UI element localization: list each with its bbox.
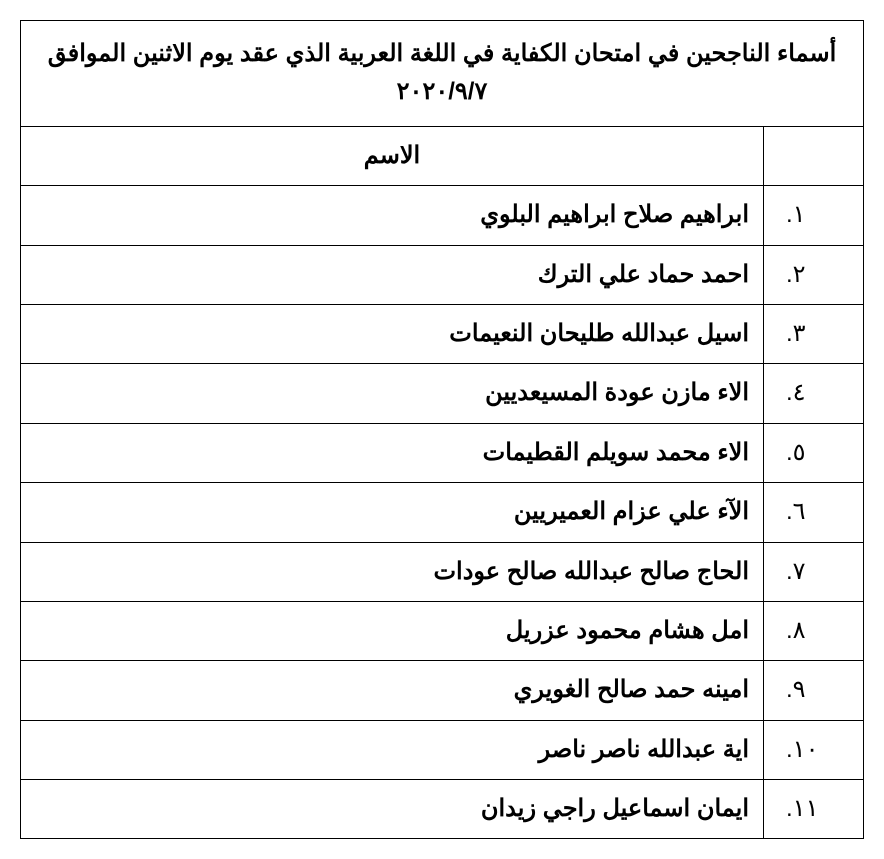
row-name: الحاج صالح عبدالله صالح عودات [21,542,764,601]
title-row: أسماء الناجحين في امتحان الكفاية في اللغ… [21,21,864,127]
table-body: أسماء الناجحين في امتحان الكفاية في اللغ… [21,21,864,839]
row-num: .٢ [764,245,864,304]
header-num [764,126,864,185]
table-row: .٢ احمد حماد علي الترك [21,245,864,304]
table-row: .٩ امينه حمد صالح الغويري [21,661,864,720]
header-name: الاسم [21,126,764,185]
table-title: أسماء الناجحين في امتحان الكفاية في اللغ… [21,21,864,127]
table-row: .١١ ايمان اسماعيل راجي زيدان [21,780,864,839]
table-row: .١ ابراهيم صلاح ابراهيم البلوي [21,186,864,245]
table-row: .٣ اسيل عبدالله طليحان النعيمات [21,304,864,363]
row-name: ابراهيم صلاح ابراهيم البلوي [21,186,764,245]
row-name: الاء محمد سويلم القطيمات [21,423,764,482]
results-table: أسماء الناجحين في امتحان الكفاية في اللغ… [20,20,864,839]
row-name: امل هشام محمود عزريل [21,601,764,660]
row-name: الاء مازن عودة المسيعديين [21,364,764,423]
row-name: الآء علي عزام العميريين [21,483,764,542]
table-row: .٨ امل هشام محمود عزريل [21,601,864,660]
header-row: الاسم [21,126,864,185]
document-wrap: أسماء الناجحين في امتحان الكفاية في اللغ… [20,20,864,839]
row-num: .٩ [764,661,864,720]
row-num: .٥ [764,423,864,482]
row-num: .١ [764,186,864,245]
row-name: ايمان اسماعيل راجي زيدان [21,780,764,839]
table-row: .٦ الآء علي عزام العميريين [21,483,864,542]
row-num: .١١ [764,780,864,839]
table-row: .٤ الاء مازن عودة المسيعديين [21,364,864,423]
row-num: .٦ [764,483,864,542]
row-name: احمد حماد علي الترك [21,245,764,304]
row-num: .٧ [764,542,864,601]
row-num: .٣ [764,304,864,363]
row-num: .٤ [764,364,864,423]
row-num: .١٠ [764,720,864,779]
table-row: .١٠ اية عبدالله ناصر ناصر [21,720,864,779]
table-row: .٥ الاء محمد سويلم القطيمات [21,423,864,482]
row-name: امينه حمد صالح الغويري [21,661,764,720]
row-name: اية عبدالله ناصر ناصر [21,720,764,779]
row-name: اسيل عبدالله طليحان النعيمات [21,304,764,363]
table-row: .٧ الحاج صالح عبدالله صالح عودات [21,542,864,601]
row-num: .٨ [764,601,864,660]
